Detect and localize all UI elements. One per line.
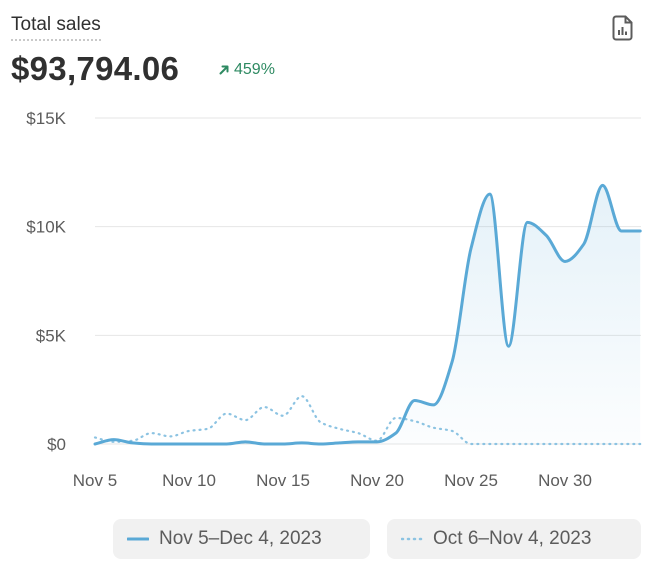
previous-data-point — [450, 429, 454, 433]
previous-data-point — [525, 442, 529, 446]
previous-data-point — [619, 442, 623, 446]
legend-item-current[interactable]: Nov 5–Dec 4, 2023 — [113, 519, 370, 559]
current-series-line — [93, 183, 642, 446]
previous-data-point — [544, 442, 548, 446]
change-percent: 459% — [234, 61, 275, 78]
previous-data-point — [281, 414, 285, 418]
previous-data-point — [469, 442, 473, 446]
legend-item-previous[interactable]: Oct 6–Nov 4, 2023 — [387, 519, 641, 559]
previous-data-point — [507, 442, 511, 446]
previous-data-point — [563, 442, 567, 446]
current-series-area — [95, 185, 641, 444]
current-data-point — [431, 403, 435, 407]
current-data-point — [488, 192, 492, 196]
current-data-point — [413, 399, 417, 403]
current-data-point — [601, 183, 605, 187]
current-data-point — [394, 431, 398, 435]
current-data-point — [525, 220, 529, 224]
current-data-point — [281, 442, 285, 446]
current-data-point — [507, 344, 511, 348]
current-data-point — [206, 442, 210, 446]
current-data-point — [300, 441, 304, 445]
change-indicator: 459% — [218, 60, 275, 80]
total-sales-value: $93,794.06 — [11, 50, 180, 87]
previous-data-point — [638, 442, 642, 446]
previous-data-point — [131, 439, 135, 443]
previous-data-point — [168, 434, 172, 438]
previous-data-point — [413, 419, 417, 423]
current-data-point — [563, 259, 567, 263]
previous-data-point — [225, 412, 229, 416]
previous-data-point — [319, 420, 323, 424]
current-data-point — [469, 246, 473, 250]
report-document-icon — [612, 15, 633, 41]
previous-data-point — [243, 418, 247, 422]
previous-data-point — [582, 442, 586, 446]
previous-data-point — [375, 439, 379, 443]
current-data-point — [149, 442, 153, 446]
current-data-point — [544, 233, 548, 237]
previous-data-point — [394, 416, 398, 420]
previous-data-point — [206, 427, 210, 431]
previous-data-point — [488, 442, 492, 446]
previous-data-point — [601, 442, 605, 446]
y-tick-label: $15K — [26, 109, 66, 128]
current-data-point — [356, 440, 360, 444]
previous-series-line — [93, 395, 642, 446]
sales-line-chart: $0 $5K $10K $15K Nov 5 Nov 10 Nov 15 Nov 20 Nov… — [26, 109, 642, 490]
x-tick-label: Nov 15 — [256, 471, 310, 490]
arrow-up-right-icon — [218, 64, 230, 76]
dotted-line-swatch — [401, 537, 423, 541]
current-data-point — [638, 229, 642, 233]
x-tick-label: Nov 30 — [538, 471, 592, 490]
x-tick-label: Nov 10 — [162, 471, 216, 490]
solid-line-swatch — [127, 537, 149, 541]
previous-data-point — [356, 431, 360, 435]
current-data-point — [168, 442, 172, 446]
x-tick-label: Nov 25 — [444, 471, 498, 490]
current-data-point — [619, 229, 623, 233]
legend-label-previous: Oct 6–Nov 4, 2023 — [433, 528, 592, 549]
y-tick-label: $10K — [26, 218, 66, 237]
y-tick-label: $5K — [36, 326, 67, 345]
previous-data-point — [187, 429, 191, 433]
current-data-point — [243, 440, 247, 444]
previous-data-point — [337, 427, 341, 431]
previous-data-point — [149, 431, 153, 435]
previous-data-point — [262, 405, 266, 409]
current-data-point — [225, 442, 229, 446]
previous-data-point — [93, 435, 97, 439]
current-data-point — [262, 442, 266, 446]
chart-title: Total sales — [11, 14, 101, 41]
current-data-point — [319, 442, 323, 446]
previous-data-point — [431, 426, 435, 430]
previous-data-point — [112, 440, 116, 444]
x-tick-label: Nov 5 — [73, 471, 117, 490]
y-tick-label: $0 — [47, 435, 66, 454]
previous-data-point — [300, 394, 304, 398]
current-data-point — [582, 242, 586, 246]
current-data-point — [93, 442, 97, 446]
legend-label-current: Nov 5–Dec 4, 2023 — [159, 528, 322, 549]
current-data-point — [450, 359, 454, 363]
current-data-point — [337, 441, 341, 445]
x-tick-label: Nov 20 — [350, 471, 404, 490]
current-data-point — [187, 442, 191, 446]
export-report-button[interactable] — [610, 14, 636, 42]
